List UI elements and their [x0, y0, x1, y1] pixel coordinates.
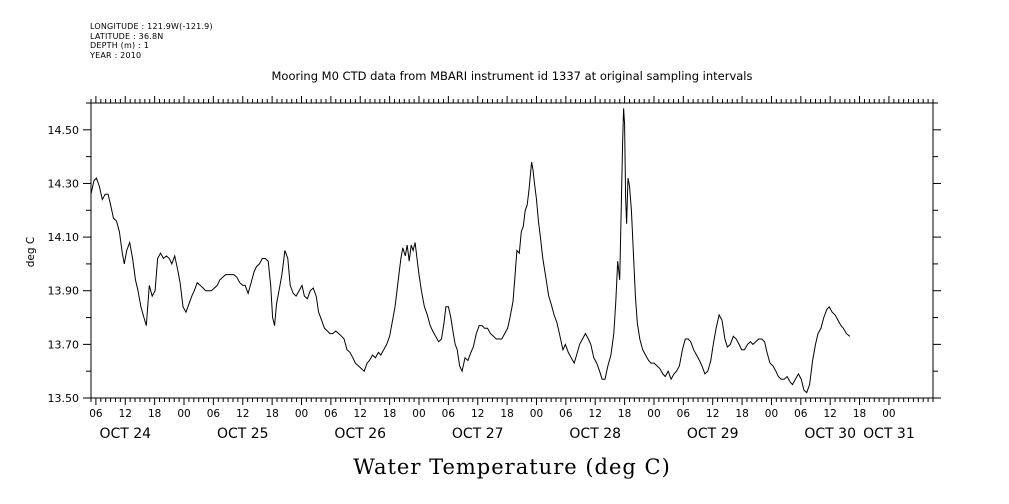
x-hour-label: 18: [500, 408, 513, 420]
x-date-label: OCT 29: [687, 426, 739, 442]
y-axis-label: deg C: [25, 237, 37, 267]
x-hour-label: 12: [824, 408, 837, 420]
x-hour-label: 00: [295, 408, 308, 420]
x-hour-label: 06: [677, 408, 691, 420]
x-hour-label: 00: [882, 408, 895, 420]
x-hour-label: 06: [89, 408, 103, 420]
x-hour-label: 00: [412, 408, 425, 420]
x-date-label: OCT 30: [804, 426, 856, 442]
depth-text: DEPTH (m) : 1: [90, 41, 149, 50]
x-hour-label: 18: [853, 408, 866, 420]
longitude-text: LONGITUDE : 121.9W(-121.9): [90, 22, 213, 31]
x-date-label: OCT 27: [452, 426, 504, 442]
metadata-block: LONGITUDE : 121.9W(-121.9) LATITUDE : 36…: [90, 22, 213, 60]
x-date-label: OCT 25: [217, 426, 269, 442]
plot-frame: [90, 102, 934, 399]
water-temperature-line: [90, 108, 851, 394]
x-hour-label: 12: [706, 408, 719, 420]
x-hour-label: 06: [207, 408, 221, 420]
x-axis-label: Water Temperature (deg C): [353, 455, 671, 479]
x-hour-label: 00: [530, 408, 543, 420]
y-tick-label: 14.30: [48, 177, 80, 190]
x-hour-label: 18: [383, 408, 396, 420]
x-date-label: OCT 28: [569, 426, 621, 442]
x-date-label: OCT 26: [334, 426, 386, 442]
y-tick-label: 13.70: [48, 338, 80, 351]
chart-title: Mooring M0 CTD data from MBARI instrumen…: [272, 69, 753, 83]
y-tick-label: 14.10: [48, 231, 80, 244]
y-tick-label: 13.50: [48, 392, 80, 405]
latitude-text: LATITUDE : 36.8N: [90, 31, 164, 41]
x-hour-label: 18: [265, 408, 278, 420]
x-date-label: OCT 24: [99, 426, 151, 442]
x-hour-label: 06: [442, 408, 456, 420]
plot-axes: 06 12 18 00 06 12 18 00 06 12 18 00 06 12 18 00 06 12 18 00…: [48, 96, 941, 442]
x-hour-label: 06: [794, 408, 808, 420]
x-hour-label: 12: [354, 408, 367, 420]
x-hour-label: 06: [324, 408, 338, 420]
x-hour-label: 00: [765, 408, 778, 420]
x-hour-label: 12: [471, 408, 484, 420]
y-tick-label: 13.90: [48, 285, 80, 298]
y-tick-label: 14.50: [48, 124, 80, 137]
x-hour-label: 12: [119, 408, 132, 420]
x-hour-label: 12: [236, 408, 249, 420]
x-hour-label: 12: [589, 408, 602, 420]
x-date-label: OCT 31: [863, 426, 915, 442]
x-hour-label: 18: [148, 408, 161, 420]
x-hour-label: 00: [177, 408, 190, 420]
x-hour-label: 06: [559, 408, 573, 420]
x-hour-label: 18: [618, 408, 631, 420]
x-hour-label: 18: [735, 408, 748, 420]
year-text: YEAR : 2010: [90, 50, 142, 60]
x-hour-label: 00: [647, 408, 660, 420]
